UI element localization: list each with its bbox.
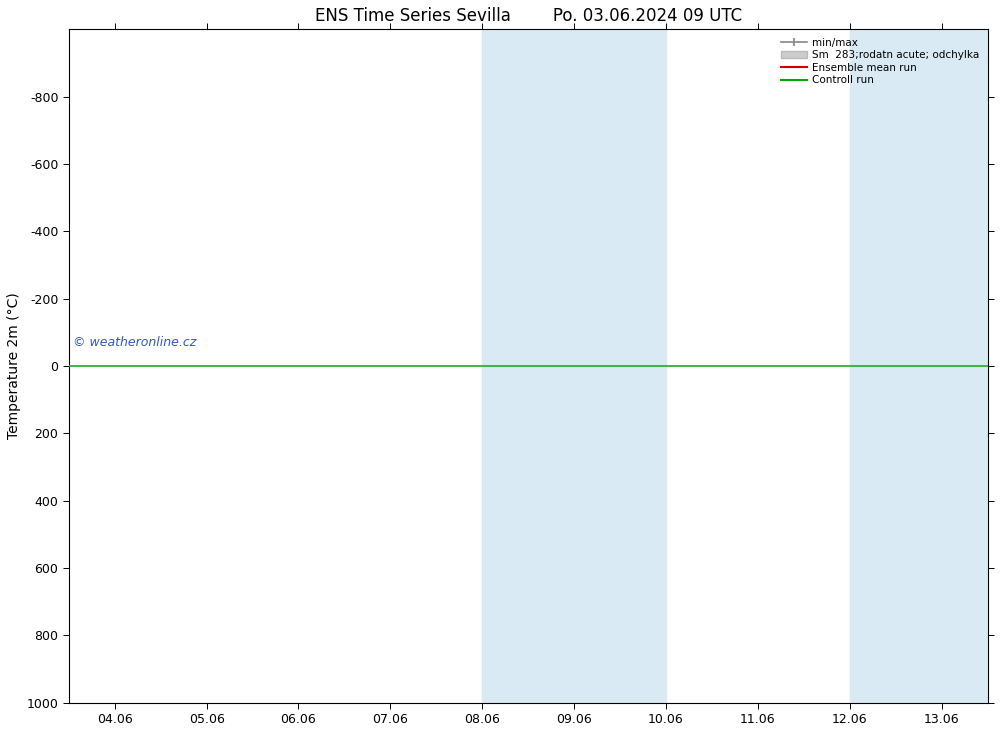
Bar bbox=[896, 29, 942, 703]
Legend: min/max, Sm  283;rodatn acute; odchylka, Ensemble mean run, Controll run: min/max, Sm 283;rodatn acute; odchylka, … bbox=[778, 34, 982, 89]
Bar bbox=[528, 29, 574, 703]
Bar bbox=[620, 29, 666, 703]
Bar bbox=[942, 29, 988, 703]
Bar bbox=[482, 29, 528, 703]
Title: ENS Time Series Sevilla        Po. 03.06.2024 09 UTC: ENS Time Series Sevilla Po. 03.06.2024 0… bbox=[315, 7, 742, 25]
Bar bbox=[850, 29, 896, 703]
Text: © weatheronline.cz: © weatheronline.cz bbox=[73, 336, 197, 349]
Y-axis label: Temperature 2m (°C): Temperature 2m (°C) bbox=[7, 292, 21, 439]
Bar bbox=[574, 29, 620, 703]
